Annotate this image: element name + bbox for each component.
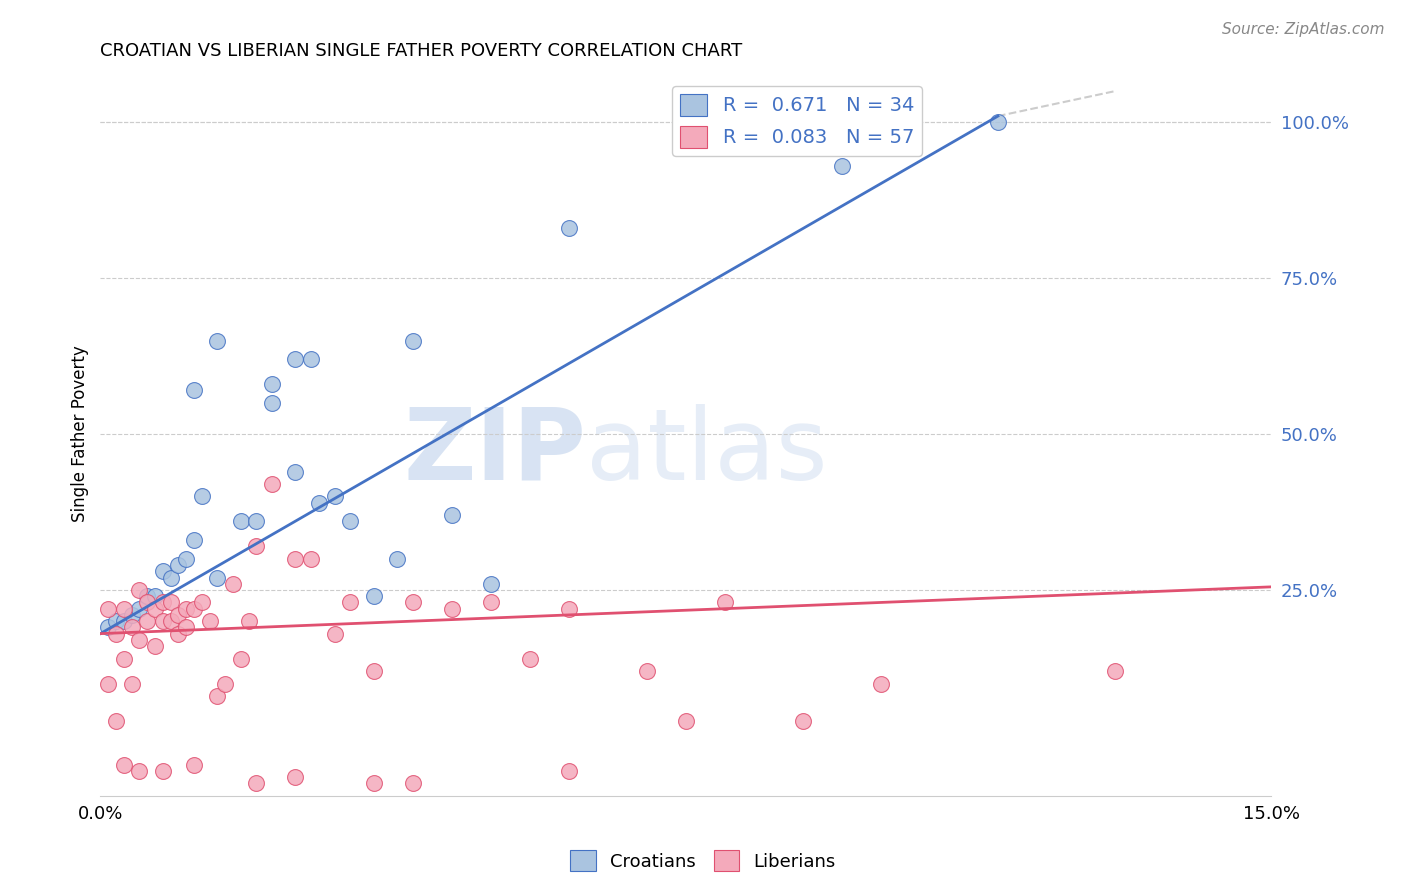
Point — [831, 159, 853, 173]
Point — [128, 601, 150, 615]
Point — [183, 757, 205, 772]
Point — [284, 551, 307, 566]
Point — [284, 352, 307, 367]
Point — [440, 601, 463, 615]
Point — [385, 551, 408, 566]
Point — [97, 601, 120, 615]
Point — [260, 377, 283, 392]
Point — [159, 570, 181, 584]
Point — [308, 496, 330, 510]
Point — [207, 334, 229, 348]
Point — [174, 620, 197, 634]
Point — [152, 764, 174, 778]
Point — [152, 564, 174, 578]
Y-axis label: Single Father Poverty: Single Father Poverty — [72, 346, 89, 523]
Point — [104, 614, 127, 628]
Point — [167, 626, 190, 640]
Point — [191, 595, 214, 609]
Point — [159, 595, 181, 609]
Point — [152, 614, 174, 628]
Point — [987, 115, 1010, 129]
Point — [557, 764, 579, 778]
Point — [112, 651, 135, 665]
Text: Source: ZipAtlas.com: Source: ZipAtlas.com — [1222, 22, 1385, 37]
Point — [401, 776, 423, 790]
Point — [128, 632, 150, 647]
Point — [401, 595, 423, 609]
Text: CROATIAN VS LIBERIAN SINGLE FATHER POVERTY CORRELATION CHART: CROATIAN VS LIBERIAN SINGLE FATHER POVER… — [100, 42, 742, 60]
Text: ZIP: ZIP — [404, 404, 586, 500]
Point — [245, 776, 267, 790]
Point — [128, 582, 150, 597]
Point — [183, 533, 205, 547]
Point — [299, 352, 322, 367]
Point — [121, 620, 143, 634]
Point — [675, 714, 697, 728]
Point — [479, 576, 502, 591]
Point — [636, 664, 658, 678]
Point — [363, 664, 385, 678]
Point — [339, 595, 361, 609]
Point — [143, 589, 166, 603]
Legend: Croatians, Liberians: Croatians, Liberians — [562, 843, 844, 879]
Point — [284, 770, 307, 784]
Legend: R =  0.671   N = 34, R =  0.083   N = 57: R = 0.671 N = 34, R = 0.083 N = 57 — [672, 86, 922, 156]
Point — [363, 776, 385, 790]
Point — [112, 757, 135, 772]
Point — [557, 221, 579, 235]
Point — [260, 477, 283, 491]
Point — [174, 601, 197, 615]
Point — [97, 620, 120, 634]
Point — [229, 651, 252, 665]
Point — [112, 614, 135, 628]
Point — [339, 515, 361, 529]
Point — [299, 551, 322, 566]
Point — [323, 490, 346, 504]
Point — [713, 595, 735, 609]
Point — [128, 764, 150, 778]
Point — [207, 689, 229, 703]
Point — [245, 539, 267, 553]
Point — [869, 676, 891, 690]
Point — [112, 601, 135, 615]
Point — [260, 396, 283, 410]
Point — [207, 570, 229, 584]
Point — [159, 614, 181, 628]
Point — [152, 595, 174, 609]
Point — [191, 490, 214, 504]
Point — [557, 601, 579, 615]
Point — [323, 626, 346, 640]
Point — [136, 614, 159, 628]
Point — [519, 651, 541, 665]
Point — [792, 714, 814, 728]
Point — [97, 676, 120, 690]
Point — [440, 508, 463, 523]
Point — [121, 607, 143, 622]
Point — [136, 589, 159, 603]
Point — [238, 614, 260, 628]
Point — [198, 614, 221, 628]
Point — [104, 714, 127, 728]
Point — [136, 595, 159, 609]
Point — [1104, 664, 1126, 678]
Point — [183, 384, 205, 398]
Point — [167, 558, 190, 572]
Point — [229, 515, 252, 529]
Point — [222, 576, 245, 591]
Point — [284, 465, 307, 479]
Point — [401, 334, 423, 348]
Point — [479, 595, 502, 609]
Text: atlas: atlas — [586, 404, 828, 500]
Point — [121, 676, 143, 690]
Point — [143, 639, 166, 653]
Point — [183, 601, 205, 615]
Point — [104, 626, 127, 640]
Point — [363, 589, 385, 603]
Point — [245, 515, 267, 529]
Point — [143, 601, 166, 615]
Point — [214, 676, 236, 690]
Point — [174, 551, 197, 566]
Point — [167, 607, 190, 622]
